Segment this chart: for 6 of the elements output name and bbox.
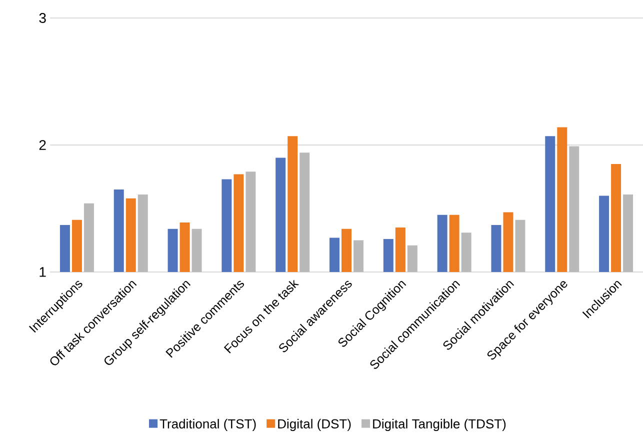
y-tick-label: 3 [39,13,46,23]
y-tick-label: 2 [39,140,46,150]
legend-label: Traditional (TST) [160,418,256,432]
legend-label: Digital (DST) [278,418,351,432]
legend-label: Digital Tangible (TDST) [373,418,506,432]
y-tick-label: 1 [40,267,46,277]
